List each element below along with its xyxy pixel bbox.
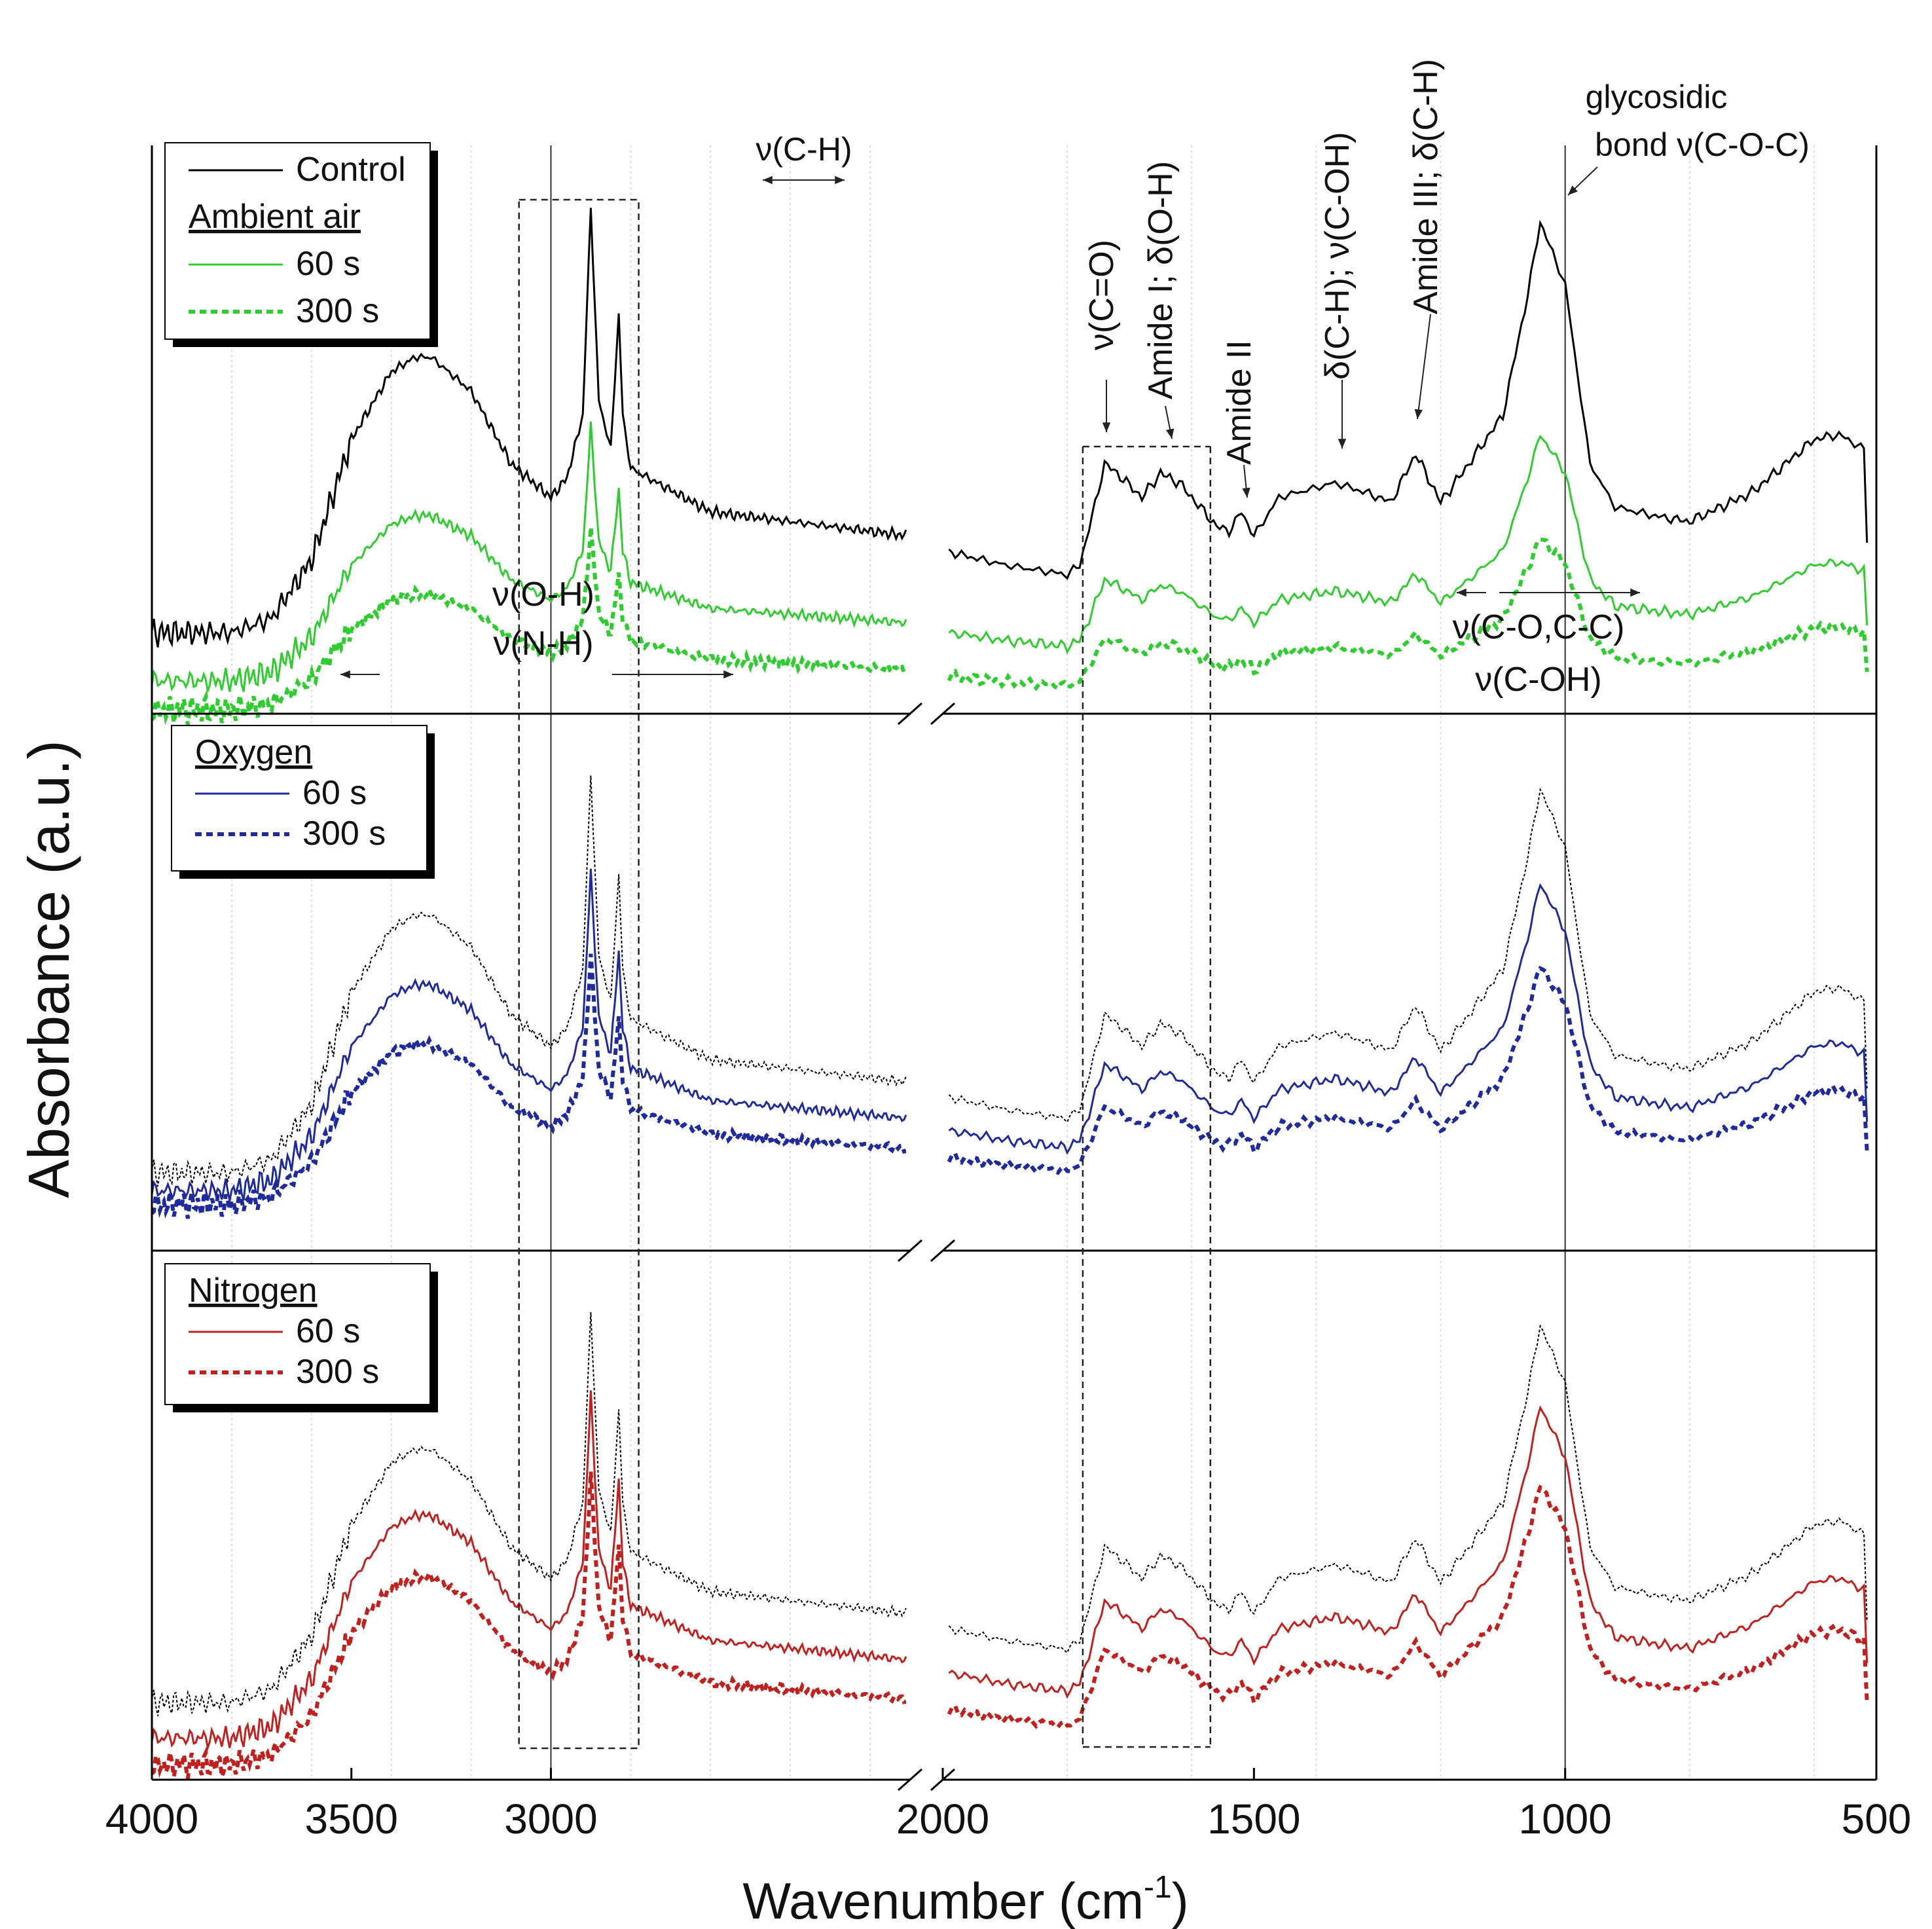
amide3-arrow (1417, 314, 1431, 420)
nu-cocc-arrow-right-head (1630, 588, 1640, 597)
ch-stretch-box (518, 198, 640, 1750)
axis-break-mark-1-1 (930, 1239, 955, 1262)
x-axis-label-end: ) (1172, 1872, 1189, 1929)
nu-nh-arrow-head (723, 670, 733, 679)
x-tick-label-1500: 1500 (1207, 1795, 1300, 1843)
x-tick-label-500: 500 (1842, 1795, 1912, 1843)
series-ambient-air-1-seg0 (151, 421, 907, 692)
series-ambient-air-2-seg1 (947, 538, 1869, 691)
amide2-arrow-head (1242, 487, 1250, 498)
series-oxygen-0-seg1 (948, 787, 1868, 1124)
y-axis-label: Absorbance (a.u.) (16, 740, 81, 1198)
x-tick-label-4000: 4000 (105, 1795, 198, 1843)
series-ambient-air-1-seg1 (948, 434, 1868, 655)
annotation-nu-ch: ν(C-H) (756, 131, 852, 168)
nu-cocc-arrow-left-head (1457, 588, 1467, 597)
nu-ch-arrow-right-head (835, 175, 845, 185)
x-tick-label-2000: 2000 (896, 1795, 989, 1843)
panel-frames (151, 145, 1878, 1791)
nu-ch-arrow-left-head (763, 175, 773, 185)
series-nitrogen-1-seg0 (151, 1390, 907, 1752)
region-boxes (518, 198, 1212, 1750)
delta-ch-arrow-head (1338, 439, 1347, 449)
axis-break-mark-0-0 (898, 702, 922, 726)
legend-label-0-2: 60 s (296, 245, 360, 283)
annotation-glyco1: glycosidic (1586, 79, 1728, 115)
series-ambient-air-2-seg0 (150, 526, 907, 726)
legend-box-0 (164, 142, 431, 340)
annotation-glyco2: bond ν(C-O-C) (1595, 126, 1810, 163)
series-nitrogen-1-seg1 (948, 1405, 1868, 1699)
series-oxygen-1-seg0 (151, 868, 907, 1202)
legend-box-2 (164, 1263, 431, 1405)
series-ambient-air-0-seg0 (151, 208, 907, 648)
legend-heading-0: Ambient air (189, 198, 361, 236)
legend-label-0-3: 300 s (296, 292, 379, 330)
series-nitrogen-0-seg0 (151, 1312, 907, 1716)
legend-heading-2: Nitrogen (189, 1272, 318, 1310)
series-nitrogen-2-seg1 (947, 1484, 1869, 1730)
legend-label-1-1: 60 s (302, 774, 367, 812)
series-oxygen-2-seg0 (150, 953, 907, 1219)
x-axis-label: Wavenumber (cm-1) (742, 1870, 1188, 1929)
series-oxygen-1-seg1 (948, 883, 1868, 1156)
amide3-arrow-head (1414, 409, 1423, 419)
annotation-delta-ch: δ(C-H); ν(C-OH) (1319, 132, 1357, 380)
annotation-amide2: Amide II (1220, 340, 1258, 465)
annotation-amide3: Amide III; δ(C-H) (1407, 59, 1445, 314)
legend-heading-1: Oxygen (195, 733, 312, 771)
x-axis-label-sup: -1 (1144, 1870, 1172, 1905)
legend-label-0-0: Control (296, 151, 406, 189)
annotation-amide1: Amide I; δ(O-H) (1142, 161, 1180, 399)
x-tick-label-1000: 1000 (1518, 1795, 1611, 1843)
glyco-arrow-head (1568, 185, 1578, 195)
axis-break-mark-0-1 (930, 702, 955, 726)
annotations: ν(C-H) ν(O-H) ν(N-H) ν(C=O) Amide I; δ(O-H) A… (340, 59, 1810, 699)
axis-break-mark-2-0 (898, 1768, 922, 1791)
x-axis: 4000 3500 3000 2000 1500 1000 500 (105, 1768, 1912, 1843)
annotation-nu-oh: ν(O-H) (492, 576, 594, 614)
legend-label-2-2: 300 s (296, 1353, 379, 1391)
annotation-nu-co: ν(C=O) (1083, 240, 1121, 350)
x-tick-label-3000: 3000 (504, 1795, 597, 1843)
legend-box-1 (171, 725, 428, 872)
series-ambient-air-0-seg1 (948, 219, 1868, 580)
spectra (150, 208, 1869, 1784)
gridlines (230, 145, 1815, 1780)
legend-label-1-2: 300 s (302, 815, 386, 853)
legend-label-2-1: 60 s (296, 1312, 360, 1350)
nu-co-arrow-head (1102, 422, 1111, 432)
nu-oh-arrow-head (340, 670, 350, 679)
x-axis-label-main: Wavenumber (cm (742, 1872, 1144, 1929)
axis-break-mark-1-0 (898, 1239, 922, 1262)
series-oxygen-0-seg0 (151, 775, 907, 1187)
series-nitrogen-2-seg0 (150, 1471, 907, 1784)
x-tick-label-3500: 3500 (305, 1795, 398, 1843)
annotation-nu-coh: ν(C-OH) (1475, 661, 1602, 699)
annotation-nu-cocc: ν(C-O,C-C) (1453, 608, 1625, 646)
amide1-arrow-head (1166, 428, 1175, 439)
annotation-nu-nh: ν(N-H) (493, 625, 593, 663)
